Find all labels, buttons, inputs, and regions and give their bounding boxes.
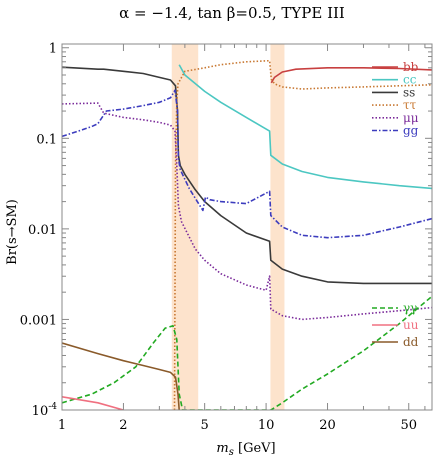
y-axis: 10-4 0.001 0.01 0.1 1: [20, 42, 432, 419]
series-ττ-line: [173, 59, 432, 410]
legend-item-μμ: μμ: [372, 111, 419, 125]
y-tick-label: 10-4: [32, 402, 58, 419]
x-tick-label: 10: [258, 418, 275, 433]
shaded-bands: [171, 44, 285, 410]
x-tick-label: 5: [201, 418, 209, 433]
series-ss-line: [62, 66, 432, 285]
y-tick-label: 0.1: [36, 132, 57, 147]
legend-label: ττ: [403, 98, 417, 112]
legend-item-uu: uu: [372, 318, 419, 332]
series-γγ-line: [62, 295, 432, 410]
x-tick-label: 1: [58, 418, 66, 433]
series-bb-line: [270, 67, 432, 84]
y-tick-label: 1: [49, 42, 57, 57]
x-tick-label: 20: [319, 418, 336, 433]
y-tick-label: 0.01: [28, 223, 57, 238]
legend-item-bb: bb: [372, 60, 419, 74]
legend-label: dd: [403, 335, 419, 349]
y-axis-label: Br(s→SM): [5, 199, 20, 265]
legend-label: uu: [403, 318, 419, 332]
legend-item-ss: ss: [372, 85, 415, 99]
legend-label: ss: [403, 85, 415, 99]
legend-item-cc: cc: [372, 73, 417, 87]
legend-item-dd: dd: [372, 335, 419, 349]
x-axis-label: ms [GeV]: [216, 441, 275, 458]
x-tick-label: 50: [400, 418, 417, 433]
x-axis: 1 2 5 10 20 50: [58, 44, 426, 433]
legend-label: μμ: [403, 111, 419, 125]
legend-item-ττ: ττ: [372, 98, 417, 112]
series-cc-line: [178, 64, 432, 190]
series-μμ-line: [62, 102, 432, 321]
shaded-band-2: [270, 44, 285, 410]
series-dd-line: [62, 342, 180, 410]
legend-label: gg: [403, 124, 419, 138]
chart-title: α = −1.4, tan β=0.5, TYPE III: [119, 4, 345, 22]
plot-frame: [61, 43, 433, 411]
series-gg-line: [62, 89, 432, 239]
series-layer: [62, 59, 432, 410]
y-tick-label: 0.001: [20, 313, 57, 328]
x-tick-label: 2: [119, 418, 127, 433]
legend-label: bb: [403, 60, 419, 74]
legend-label: cc: [403, 73, 417, 87]
legend-label: γγ: [403, 301, 417, 315]
legend-item-γγ: γγ: [372, 301, 417, 315]
legend-item-gg: gg: [372, 124, 419, 138]
series-uu-line: [62, 396, 124, 410]
